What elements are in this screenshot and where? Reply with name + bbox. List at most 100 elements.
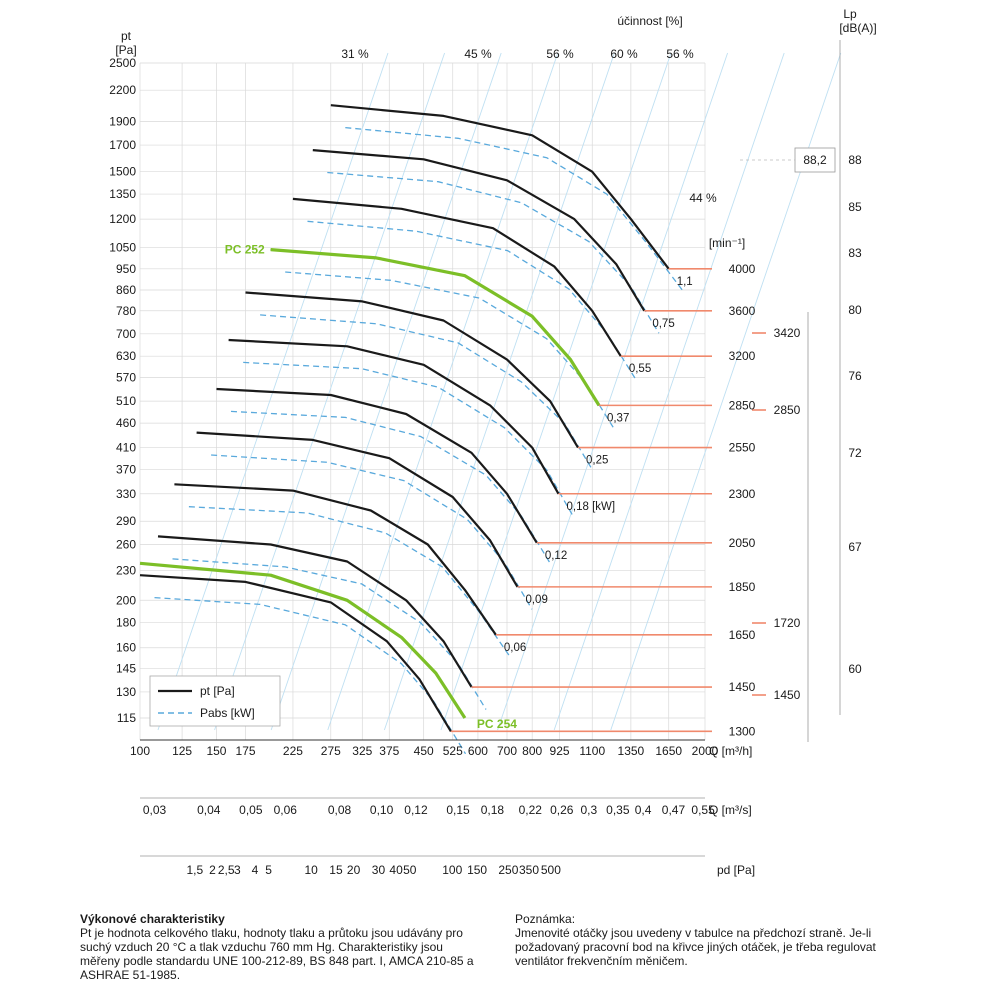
x-tick-m3h: 700 — [497, 744, 517, 758]
pressure-curve — [196, 431, 519, 588]
speed-label: 3600 — [729, 304, 756, 318]
x-tick-m3h: 1100 — [579, 744, 605, 758]
noise-value: 83 — [848, 246, 862, 260]
y-tick-label: 180 — [116, 616, 136, 630]
y-tick-label: 145 — [116, 662, 136, 676]
efficiency-line — [383, 52, 615, 731]
pressure-curve — [292, 197, 622, 357]
legend-box — [149, 675, 281, 727]
power-curve — [345, 126, 684, 292]
x-tick-pd: 250 — [498, 863, 518, 877]
power-label: 0,12 — [545, 550, 567, 562]
power-curves — [154, 126, 684, 755]
y-tick-label: 200 — [116, 593, 136, 607]
x-tick-m3h: 150 — [206, 744, 226, 758]
noise-scale: 3420 2850 1720 1450 Lp[dB(A)] 88 85 83 80 76 72 67 6… — [740, 7, 877, 742]
speed-label: 4000 — [729, 262, 756, 276]
power-label: 0,18 [kW] — [567, 501, 616, 513]
x-tick-m3s: 0,26 — [550, 803, 574, 817]
y-tick-label: 160 — [116, 641, 136, 655]
y-tick-label: 1050 — [109, 241, 136, 255]
x-tick-pd: 150 — [467, 863, 487, 877]
noise-callout-box — [794, 147, 836, 173]
y-tick-label: 700 — [116, 327, 136, 341]
noise-value: 88 — [848, 153, 862, 167]
pressure-curve — [174, 483, 497, 636]
x-tick-pd: 40 — [389, 863, 403, 877]
x-tick-pd: 2 — [209, 863, 216, 877]
power-curve — [285, 271, 615, 429]
efficiency-line — [553, 52, 785, 731]
y-tick-label: 260 — [116, 537, 136, 551]
pressure-curve — [245, 291, 579, 449]
x-tick-pd: 100 — [442, 863, 462, 877]
motor-speed-label: 2850 — [774, 403, 801, 417]
power-label: 0,25 — [586, 455, 608, 467]
pressure-curve — [139, 574, 452, 732]
y-tick-label: 1700 — [109, 138, 136, 152]
x-tick-m3s: 0,12 — [404, 803, 428, 817]
x-axis-label-m3s: Q [m³/s] — [709, 803, 752, 817]
efficiency-label: 31 % — [341, 47, 369, 61]
efficiency-line — [440, 52, 672, 731]
x-tick-pd: 20 — [347, 863, 361, 877]
power-label: 0,06 — [504, 642, 526, 654]
x-tick-m3h: 600 — [468, 744, 488, 758]
x-axis-label-m3h: Q [m³/h] — [709, 744, 752, 758]
power-curve — [243, 361, 574, 517]
speed-lines — [450, 268, 712, 733]
power-label: 1,1 — [677, 276, 693, 288]
efficiency-line — [327, 52, 559, 731]
x-tick-m3s: 0,03 — [143, 803, 167, 817]
y-tick-label: 330 — [116, 487, 136, 501]
y-tick-label: 950 — [116, 262, 136, 276]
noise-value: 60 — [848, 662, 862, 676]
y-tick-label: 1900 — [109, 114, 136, 128]
x-tick-m3h: 925 — [550, 744, 570, 758]
power-label: 0,37 — [607, 412, 629, 424]
x-tick-m3s: 0,55 — [691, 803, 715, 817]
x-tick-m3s: 0,04 — [197, 803, 221, 817]
noise-value: 72 — [848, 446, 862, 460]
y-tick-label: 1350 — [109, 187, 136, 201]
pc252-label: PC 252 — [225, 243, 265, 257]
highlight-curve — [270, 248, 601, 407]
pressure-curve — [216, 387, 538, 544]
notes-left-body: Pt je hodnota celkového tlaku, hodnoty t… — [80, 926, 474, 982]
legend-dashed-label: Pabs [kW] — [200, 706, 255, 720]
x-tick-m3s: 0,22 — [519, 803, 543, 817]
x-tick-pd: 1,5 — [187, 863, 204, 877]
x-tick-pd: 5 — [265, 863, 272, 877]
motor-speed-label: 1450 — [774, 688, 801, 702]
efficiency-line — [497, 52, 729, 731]
axes: pt[Pa]2500220019001700150013501200105095… — [109, 29, 755, 877]
pressure-curve — [312, 149, 646, 312]
x-tick-m3s: 0,35 — [606, 803, 630, 817]
y-tick-label: 780 — [116, 304, 136, 318]
speed-label: 2050 — [729, 536, 756, 550]
x-tick-pd: 3 — [234, 863, 241, 877]
notes-left-title: Výkonové charakteristiky — [80, 912, 225, 926]
x-tick-m3h: 375 — [379, 744, 399, 758]
highlight-curve — [139, 561, 467, 719]
y-tick-label: 370 — [116, 462, 136, 476]
pressure-curve — [330, 104, 670, 270]
x-tick-pd: 10 — [304, 863, 318, 877]
y-axis-unit: [Pa] — [115, 43, 136, 57]
efficiency-label: 56 % — [666, 47, 694, 61]
notes-right-body: Jmenovité otáčky jsou uvedeny v tabulce … — [515, 926, 876, 968]
x-tick-m3h: 225 — [283, 744, 303, 758]
noise-unit: [dB(A)] — [839, 21, 876, 35]
x-tick-m3h: 275 — [321, 744, 341, 758]
notes-right: Poznámka: Jmenovité otáčky jsou uvedeny … — [515, 912, 925, 968]
y-tick-label: 410 — [116, 441, 136, 455]
notes-left: Výkonové charakteristiky Pt je hodnota c… — [80, 912, 485, 982]
motor-speed-label: 3420 — [774, 326, 801, 340]
y-tick-label: 230 — [116, 564, 136, 578]
x-tick-m3h: 175 — [236, 744, 256, 758]
speed-label: 1850 — [729, 580, 756, 594]
x-tick-m3s: 0,15 — [446, 803, 470, 817]
x-tick-m3h: 125 — [172, 744, 192, 758]
y-tick-label: 510 — [116, 394, 136, 408]
y-tick-label: 1200 — [109, 212, 136, 226]
